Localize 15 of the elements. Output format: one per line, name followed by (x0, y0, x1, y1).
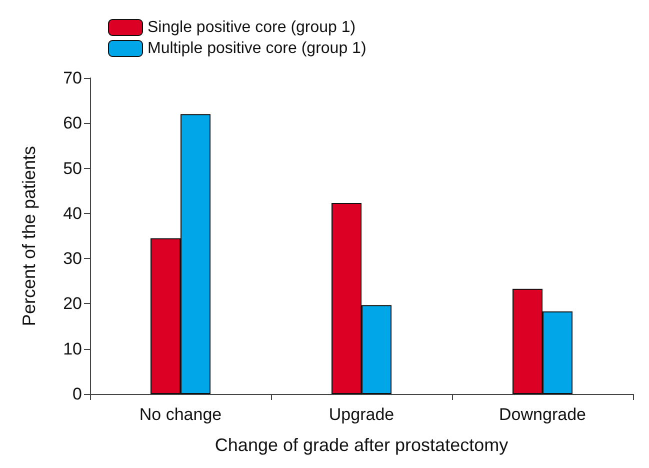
x-axis-title: Change of grade after prostatectomy (214, 435, 508, 455)
y-tick-label: 70 (63, 68, 82, 88)
y-tick-label: 40 (63, 204, 82, 223)
y-tick-label: 30 (63, 249, 82, 268)
y-tick-label: 60 (63, 114, 82, 133)
y-tick-label: 10 (63, 339, 82, 358)
legend-label: Multiple positive core (group 1) (148, 40, 366, 57)
x-tick-label: Downgrade (499, 405, 586, 424)
y-tick-label: 0 (72, 384, 82, 404)
y-tick-label: 20 (63, 294, 82, 314)
legend-label: Single positive core (group 1) (148, 19, 356, 36)
y-axis-title: Percent of the patients (19, 146, 39, 326)
x-tick-label: No change (139, 405, 222, 424)
x-tick-label: Upgrade (328, 405, 394, 424)
y-tick-label: 50 (63, 158, 82, 178)
